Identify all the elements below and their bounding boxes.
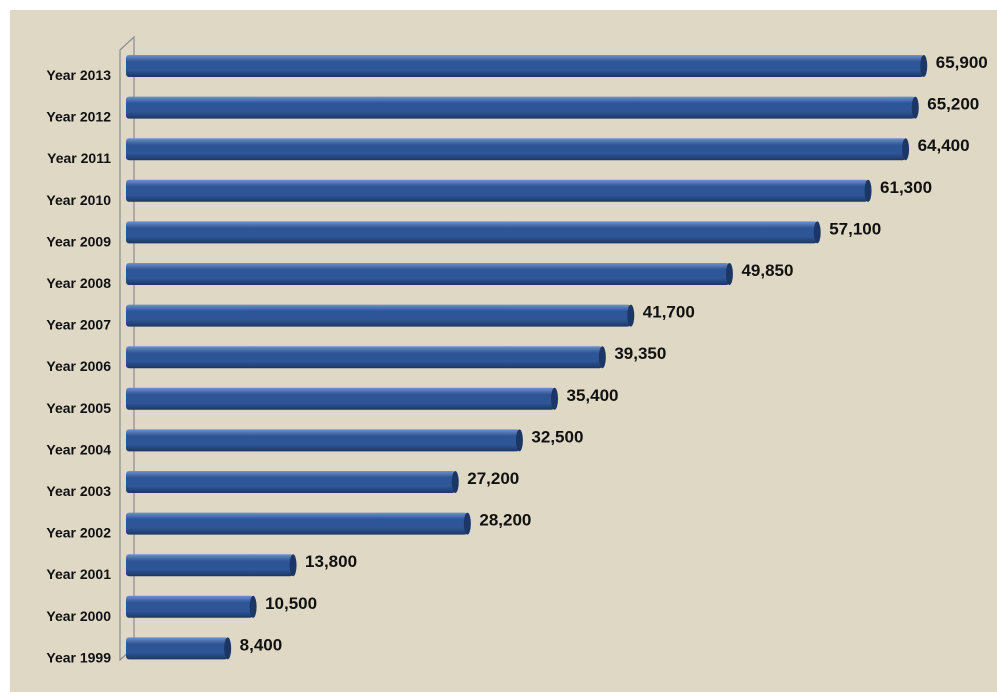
bar-end-cap — [598, 346, 606, 369]
data-value-label: 64,400 — [918, 136, 970, 155]
bar — [126, 138, 906, 161]
bar-end-cap — [451, 471, 459, 493]
data-value-label: 10,500 — [265, 594, 317, 613]
bar — [126, 387, 555, 410]
bar-chart: Year 2013 65,900 Year 2012 65,200 Year 2011 6… — [10, 10, 997, 692]
bar-end-cap — [902, 138, 910, 161]
bar-end-cap — [515, 429, 523, 452]
category-tick-label: Year 2007 — [46, 317, 111, 333]
bar — [126, 55, 924, 77]
data-value-label: 61,300 — [880, 178, 932, 197]
data-value-label: 57,100 — [829, 219, 881, 238]
bar-end-cap — [289, 554, 297, 577]
category-tick-label: Year 2002 — [46, 525, 111, 541]
category-tick-label: Year 2010 — [46, 192, 111, 208]
bar — [126, 346, 603, 369]
bar — [126, 554, 294, 577]
data-value-label: 39,350 — [614, 344, 666, 363]
data-value-label: 27,200 — [467, 469, 519, 488]
category-tick-label: Year 2012 — [46, 109, 111, 125]
data-value-label: 13,800 — [305, 552, 357, 571]
bar-end-cap — [911, 96, 919, 119]
category-tick-label: Year 2011 — [47, 150, 111, 166]
bar-end-cap — [224, 637, 232, 660]
category-tick-label: Year 1999 — [46, 649, 111, 665]
data-value-label: 32,500 — [531, 427, 583, 446]
category-tick-label: Year 2006 — [46, 358, 111, 374]
bar-end-cap — [864, 179, 872, 202]
bar — [126, 96, 916, 119]
category-tick-label: Year 2009 — [46, 233, 111, 249]
bar-end-cap — [813, 221, 821, 244]
bar-end-cap — [627, 304, 635, 327]
bar-end-cap — [551, 387, 559, 410]
chart-container: Year 2013 65,900 Year 2012 65,200 Year 2011 6… — [10, 10, 997, 692]
bar — [126, 179, 869, 202]
bar-end-cap — [725, 263, 733, 285]
bar — [126, 263, 730, 285]
data-value-label: 41,700 — [643, 303, 695, 322]
data-value-label: 8,400 — [240, 635, 283, 654]
bar-end-cap — [463, 512, 471, 535]
bar-end-cap — [920, 55, 928, 77]
bar — [126, 471, 456, 493]
data-value-label: 49,850 — [741, 261, 793, 280]
bar — [126, 595, 254, 618]
bar — [126, 304, 631, 327]
data-value-label: 65,200 — [927, 95, 979, 114]
category-tick-label: Year 2001 — [46, 566, 111, 582]
data-value-label: 35,400 — [567, 386, 619, 405]
bar — [126, 221, 818, 244]
bar — [126, 429, 520, 452]
data-value-label: 28,200 — [479, 511, 531, 530]
category-tick-label: Year 2004 — [46, 441, 111, 457]
data-value-label: 65,900 — [936, 53, 988, 72]
bar — [126, 637, 228, 660]
bar-end-cap — [249, 595, 257, 618]
category-tick-label: Year 2013 — [46, 67, 111, 83]
category-tick-label: Year 2005 — [46, 400, 111, 416]
category-tick-label: Year 2008 — [46, 275, 111, 291]
category-tick-label: Year 2003 — [46, 483, 111, 499]
category-tick-label: Year 2000 — [46, 608, 111, 624]
bar — [126, 512, 468, 535]
